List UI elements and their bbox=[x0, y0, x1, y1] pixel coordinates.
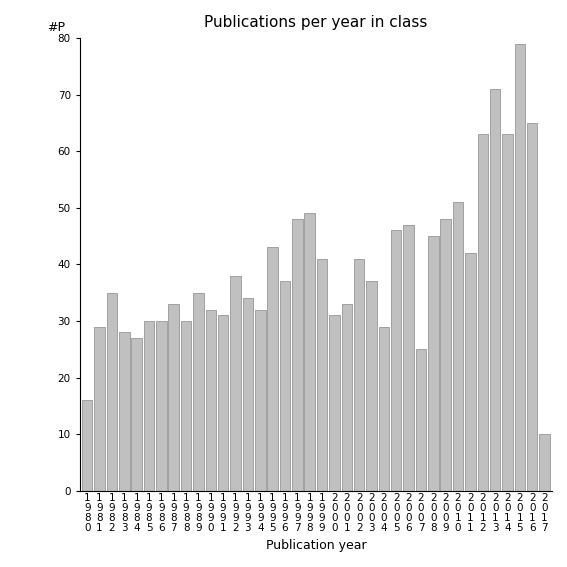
Bar bbox=[243, 298, 253, 490]
Bar bbox=[255, 310, 265, 490]
Bar bbox=[502, 134, 513, 490]
Bar bbox=[156, 321, 167, 490]
Bar bbox=[453, 202, 463, 490]
X-axis label: Publication year: Publication year bbox=[265, 539, 366, 552]
Bar bbox=[107, 293, 117, 490]
Bar bbox=[304, 214, 315, 490]
Bar bbox=[539, 434, 550, 490]
Bar bbox=[391, 230, 401, 490]
Bar bbox=[341, 304, 352, 490]
Bar bbox=[465, 253, 476, 490]
Bar bbox=[82, 400, 92, 490]
Bar bbox=[218, 315, 229, 490]
Bar bbox=[317, 259, 327, 490]
Bar bbox=[527, 123, 538, 490]
Bar bbox=[280, 281, 290, 490]
Bar bbox=[181, 321, 191, 490]
Bar bbox=[515, 44, 525, 490]
Bar bbox=[366, 281, 377, 490]
Bar bbox=[168, 304, 179, 490]
Bar bbox=[292, 219, 303, 490]
Bar bbox=[94, 327, 105, 490]
Bar bbox=[477, 134, 488, 490]
Bar bbox=[428, 236, 439, 490]
Bar bbox=[132, 338, 142, 490]
Text: #P: #P bbox=[46, 20, 65, 33]
Bar bbox=[379, 327, 389, 490]
Bar bbox=[403, 225, 414, 490]
Bar bbox=[416, 349, 426, 490]
Title: Publications per year in class: Publications per year in class bbox=[204, 15, 428, 30]
Bar bbox=[268, 247, 278, 490]
Bar bbox=[329, 315, 340, 490]
Bar bbox=[441, 219, 451, 490]
Bar bbox=[119, 332, 129, 490]
Bar bbox=[144, 321, 154, 490]
Bar bbox=[193, 293, 204, 490]
Bar bbox=[230, 276, 241, 490]
Bar bbox=[354, 259, 365, 490]
Bar bbox=[490, 89, 501, 490]
Bar bbox=[206, 310, 216, 490]
